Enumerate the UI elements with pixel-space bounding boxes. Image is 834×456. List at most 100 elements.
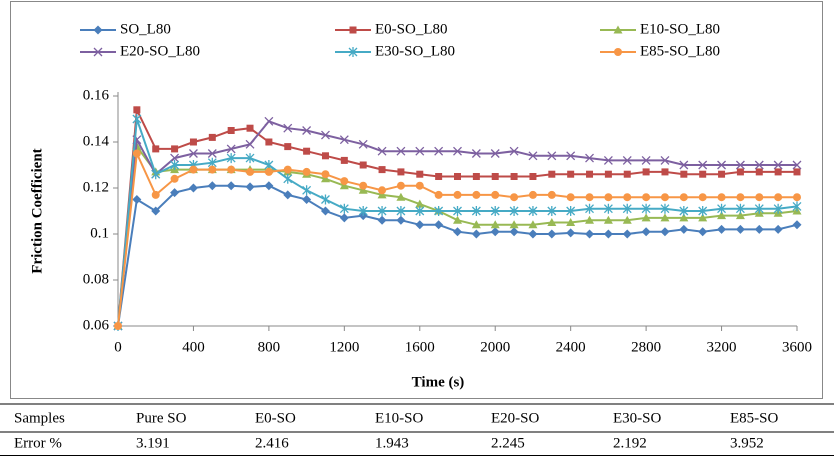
marker	[735, 224, 745, 234]
marker	[227, 165, 236, 174]
marker	[603, 229, 613, 239]
marker	[321, 130, 330, 140]
legend-label: E0-SO_L80	[375, 21, 448, 37]
marker	[415, 220, 425, 230]
marker	[735, 211, 745, 220]
marker	[622, 215, 632, 224]
marker	[453, 215, 462, 224]
marker	[246, 124, 254, 132]
table-cell: E10-SO	[375, 410, 424, 426]
marker	[566, 151, 576, 161]
marker	[792, 160, 802, 170]
marker	[622, 155, 632, 165]
y-tick-label: 0.1	[90, 225, 109, 241]
marker	[207, 149, 217, 158]
marker	[698, 227, 708, 237]
x-tick-label: 2400	[556, 339, 586, 355]
marker	[133, 106, 141, 114]
marker	[547, 218, 557, 226]
marker	[642, 168, 650, 176]
marker	[491, 190, 500, 199]
marker	[509, 146, 519, 156]
marker	[491, 173, 499, 180]
marker	[623, 170, 631, 178]
marker	[547, 206, 557, 216]
marker	[189, 165, 198, 174]
marker	[641, 203, 651, 214]
marker	[415, 206, 425, 216]
marker	[680, 170, 688, 178]
marker	[434, 220, 444, 230]
marker	[151, 169, 161, 180]
x-tick-label: 3600	[782, 339, 812, 355]
marker	[283, 123, 293, 133]
marker	[358, 206, 368, 216]
marker	[264, 181, 274, 191]
marker	[735, 203, 745, 214]
marker	[396, 215, 406, 225]
marker	[509, 206, 519, 216]
marker	[321, 152, 329, 160]
marker	[528, 151, 538, 161]
y-tick-label: 0.14	[83, 133, 110, 149]
marker	[397, 168, 405, 176]
marker	[774, 168, 782, 176]
y-tick-label: 0.06	[83, 317, 110, 333]
marker	[170, 153, 180, 163]
marker	[718, 170, 726, 178]
marker	[416, 170, 424, 178]
marker	[660, 227, 670, 237]
marker	[207, 181, 217, 191]
marker	[226, 181, 236, 191]
marker	[586, 170, 594, 178]
marker	[208, 165, 217, 174]
x-tick-label: 800	[258, 339, 281, 355]
marker	[284, 143, 292, 151]
table-cell: Error %	[14, 435, 62, 451]
table-cell: 2.245	[491, 435, 525, 451]
marker	[529, 173, 537, 180]
marker	[698, 206, 708, 216]
table-cell: 3.952	[730, 435, 764, 451]
marker	[132, 149, 141, 158]
marker	[660, 213, 670, 222]
marker	[246, 167, 255, 176]
marker	[454, 173, 461, 180]
marker	[114, 322, 122, 330]
marker	[415, 181, 424, 190]
marker	[471, 229, 481, 239]
marker	[377, 190, 387, 199]
marker	[585, 153, 594, 163]
legend-marker	[348, 47, 358, 57]
marker	[679, 213, 689, 222]
marker	[623, 193, 632, 202]
marker	[396, 192, 406, 201]
marker	[453, 206, 462, 216]
marker	[377, 206, 387, 216]
marker	[339, 135, 349, 145]
legend-label: E20-SO_L80	[120, 43, 200, 59]
table-cell: 2.416	[255, 435, 289, 451]
marker	[188, 183, 198, 193]
legend-label: E30-SO_L80	[375, 43, 455, 59]
marker	[302, 167, 311, 176]
legend-marker	[93, 25, 103, 35]
table-cell: Pure SO	[136, 410, 187, 426]
marker	[170, 174, 179, 183]
marker	[528, 190, 537, 199]
marker	[152, 145, 160, 153]
marker	[641, 213, 651, 222]
marker	[226, 144, 236, 154]
marker	[698, 213, 708, 222]
chart-border	[10, 1, 823, 399]
table-cell: Samples	[14, 410, 65, 426]
marker	[320, 206, 330, 216]
legend-label: E85-SO_L80	[640, 43, 720, 59]
marker	[528, 206, 538, 216]
marker	[717, 203, 727, 214]
marker	[717, 224, 727, 234]
marker	[132, 195, 142, 204]
marker	[171, 145, 179, 153]
marker	[679, 206, 689, 216]
